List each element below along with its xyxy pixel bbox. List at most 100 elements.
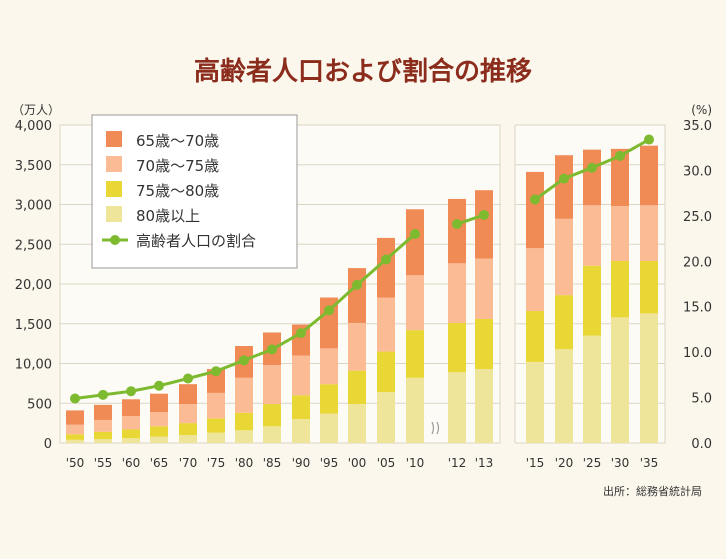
bar-segment <box>292 395 310 420</box>
legend-marker <box>110 235 120 245</box>
bar-segment <box>122 438 140 443</box>
bar-segment <box>348 404 366 443</box>
bar-segment <box>66 410 84 425</box>
legend-swatch <box>106 181 122 197</box>
ratio-point <box>615 150 625 161</box>
bar-segment <box>583 265 601 336</box>
bar-segment <box>475 369 493 443</box>
y-left-tick-label: 4,000 <box>15 119 52 134</box>
legend-swatch <box>106 131 122 147</box>
x-tick-label: '65 <box>150 456 169 470</box>
bar-segment <box>377 297 395 352</box>
bar-segment <box>235 412 253 431</box>
y-right-tick-label: 20.0 <box>683 255 712 270</box>
bar-segment <box>611 148 629 207</box>
bar-segment <box>555 218 573 296</box>
bar-segment <box>526 248 544 312</box>
chart-title: 高齢者人口および割合の推移 <box>194 56 532 87</box>
bar-segment <box>526 171 544 249</box>
bar-segment <box>292 355 310 396</box>
legend-label: 65歳～70歳 <box>136 132 219 150</box>
ratio-point <box>267 344 277 355</box>
bar-segment <box>555 295 573 350</box>
bar-segment <box>526 311 544 362</box>
bar-segment <box>207 432 225 443</box>
bar-segment <box>179 384 197 405</box>
y-left-tick-label: 20,00 <box>15 278 52 293</box>
bar-segment <box>526 361 544 443</box>
bar-segment <box>583 149 601 206</box>
y-right-tick-label: 15.0 <box>683 301 712 316</box>
bar-segment <box>555 155 573 219</box>
y-right-unit: (%) <box>691 103 712 117</box>
x-tick-label: '70 <box>179 456 198 470</box>
bar-segment <box>583 205 601 266</box>
x-tick-label: '85 <box>263 456 282 470</box>
bar-segment <box>235 430 253 443</box>
bar-segment <box>475 318 493 370</box>
bar-segment <box>611 206 629 261</box>
y-right-tick-label: 35.0 <box>683 119 712 134</box>
bar-segment <box>179 423 197 436</box>
ratio-point <box>211 366 221 377</box>
ratio-point <box>644 134 654 145</box>
y-left-tick-label: 3,500 <box>15 159 52 174</box>
bar-segment <box>377 237 395 298</box>
y-left-unit: （万人） <box>12 103 60 117</box>
bar-segment <box>207 369 225 393</box>
bar-segment <box>640 205 658 261</box>
bar-segment <box>150 411 168 427</box>
bar-segment <box>263 426 281 443</box>
bar-segment <box>292 419 310 443</box>
ratio-point <box>381 254 391 265</box>
bar-segment <box>207 418 225 433</box>
ratio-point <box>352 279 362 290</box>
bar-segment <box>611 317 629 443</box>
bar-segment <box>611 260 629 318</box>
bar-segment <box>150 436 168 443</box>
bar-segment <box>66 424 84 435</box>
ratio-point <box>296 328 306 339</box>
bar-segment <box>122 429 140 439</box>
ratio-point <box>239 355 249 366</box>
bar-segment <box>377 351 395 393</box>
bar-segment <box>263 404 281 427</box>
ratio-point <box>410 229 420 240</box>
ratio-point <box>587 162 597 173</box>
bar-segment <box>448 372 466 443</box>
legend-box <box>91 114 298 269</box>
bar-segment <box>150 426 168 437</box>
legend-label: 高齢者人口の割合 <box>136 232 256 250</box>
x-tick-label: '05 <box>377 456 396 470</box>
bar-segment <box>475 190 493 259</box>
x-tick-label: '75 <box>207 456 226 470</box>
bar-segment <box>94 404 112 420</box>
x-tick-label: '30 <box>611 456 630 470</box>
x-tick-label: '25 <box>583 456 602 470</box>
axis-break-mark <box>431 421 440 435</box>
bar-segment <box>235 377 253 413</box>
bar-segment <box>555 349 573 443</box>
bar-segment <box>207 392 225 419</box>
bar-segment <box>320 384 338 414</box>
ratio-point <box>183 373 193 384</box>
bar-segment <box>150 393 168 412</box>
legend-swatch <box>106 206 122 222</box>
ratio-point <box>530 194 540 205</box>
y-right-tick-label: 25.0 <box>683 210 712 225</box>
bar-segment <box>377 392 395 443</box>
bar-segment <box>320 348 338 385</box>
bar-segment <box>406 209 424 276</box>
x-tick-label: '35 <box>640 456 659 470</box>
bar-segment <box>94 431 112 440</box>
ratio-point <box>452 219 462 230</box>
bar-segment <box>406 275 424 331</box>
y-right-tick-label: 0.0 <box>691 437 712 452</box>
source-note: 出所：総務省統計局 <box>603 484 702 498</box>
legend-label: 70歳～75歳 <box>136 157 219 175</box>
ratio-point <box>70 393 80 404</box>
y-left-tick-label: 3,000 <box>15 199 52 214</box>
y-right-tick-label: 30.0 <box>683 164 712 179</box>
bar-segment <box>640 260 658 314</box>
